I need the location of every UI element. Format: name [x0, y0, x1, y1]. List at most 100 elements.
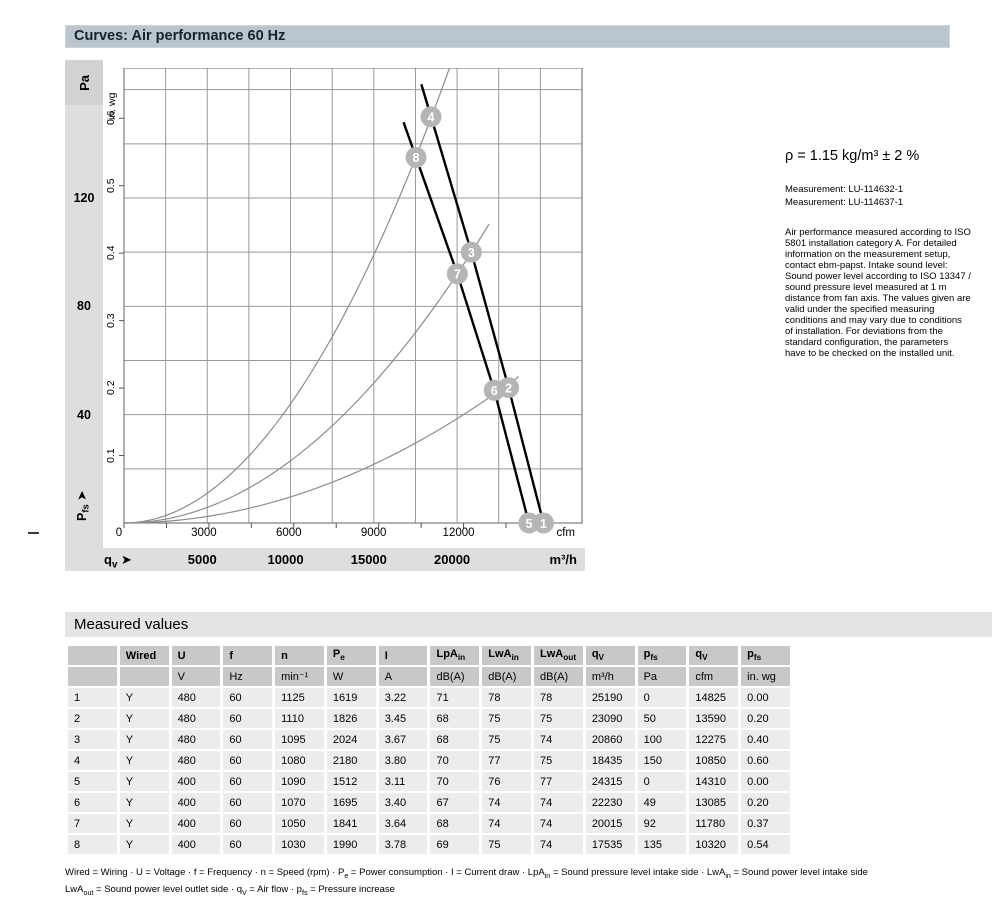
operating-point-number: 4 — [428, 111, 435, 125]
table-row: 4 Y 480 60 1080 2180 3.80 70 77 75 18435 150 10850 0.… — [68, 751, 790, 770]
table-cell: 1070 — [275, 793, 324, 812]
column-header-cell: Wired — [119, 646, 169, 665]
table-cell: 67 — [430, 793, 480, 812]
table-cell: 3.80 — [378, 751, 428, 770]
pressure-axis-label: Pfs ➤ — [75, 490, 91, 521]
table-cell: 69 — [430, 835, 480, 854]
table-cell: 24315 — [585, 772, 635, 791]
table-cell: 400 — [171, 835, 221, 854]
table-cell: 1125 — [275, 688, 324, 707]
table-cell: 68 — [430, 709, 480, 728]
table-cell: 18435 — [585, 751, 635, 770]
table-cell: 1080 — [275, 751, 324, 770]
section-header-text: Curves: Air performance 60 Hz — [74, 28, 286, 44]
plot-area: 8 7 6 5 4 3 2 1 — [119, 68, 583, 534]
operating-point-number: 3 — [468, 246, 475, 260]
table-cell: 23090 — [585, 709, 635, 728]
table-cell: 13085 — [689, 793, 739, 812]
table-cell: 25190 — [585, 688, 635, 707]
operating-point-8 — [405, 146, 427, 168]
pa-tick-label: 120 — [73, 191, 95, 205]
table-cell: 60 — [223, 688, 273, 707]
table-cell: 20860 — [585, 730, 635, 749]
operating-point-number: 5 — [525, 517, 532, 531]
legend-footnotes: Wired = Wiring · U = Voltage · f = Frequ… — [65, 866, 975, 900]
table-cell: 480 — [171, 709, 221, 728]
table-cell: 70 — [430, 751, 480, 770]
table-cell: 0.20 — [741, 709, 790, 728]
column-header-cell: n — [275, 646, 324, 665]
m3h-unit-label: m³/h — [549, 552, 577, 567]
page-margin-mark — [28, 532, 39, 534]
table-row: 8 Y 400 60 1030 1990 3.78 69 75 74 17535 135 10320 0.… — [68, 835, 790, 854]
table-row: 7 Y 400 60 1050 1841 3.64 68 74 74 20015 92 11780 0.3… — [68, 814, 790, 833]
table-cell: 14310 — [689, 772, 739, 791]
table-cell: 480 — [171, 688, 221, 707]
table-cell: 76 — [482, 772, 532, 791]
y-axis-strip — [65, 60, 103, 571]
column-header-cell: f — [223, 646, 273, 665]
table-cell: 77 — [482, 751, 532, 770]
table-cell: 150 — [637, 751, 687, 770]
table-cell: 49 — [637, 793, 687, 812]
table-cell: 2 — [68, 709, 117, 728]
table-cell: 0 — [637, 772, 687, 791]
table-cell: 480 — [171, 730, 221, 749]
table-cell: 2180 — [326, 751, 376, 770]
operating-point-number: 1 — [540, 517, 547, 531]
table-cell: 60 — [223, 709, 273, 728]
table-cell: 0.00 — [741, 688, 790, 707]
table-cell: 12275 — [689, 730, 739, 749]
pa-tick-label: 80 — [77, 299, 91, 314]
unit-header-cell: cfm — [689, 667, 739, 686]
operating-point-2 — [498, 377, 520, 399]
cfm-tick-label: 6000 — [275, 527, 302, 539]
table-cell: 92 — [637, 814, 687, 833]
table-cell: 0.00 — [741, 772, 790, 791]
table-row: 5 Y 400 60 1090 1512 3.11 70 76 77 24315 0 14310 0.00 — [68, 772, 790, 791]
operating-point-number: 6 — [491, 384, 498, 398]
cfm-tick-label: 3000 — [191, 527, 217, 539]
table-cell: 11780 — [689, 814, 739, 833]
table-cell: Y — [119, 814, 169, 833]
table-cell: 17535 — [585, 835, 635, 854]
table-cell: Y — [119, 793, 169, 812]
table-cell: 74 — [534, 730, 583, 749]
column-header-cell: LwAin — [482, 646, 532, 665]
unit-header-cell: A — [378, 667, 428, 686]
fan-curve-480v — [420, 83, 545, 524]
column-header-cell: I — [378, 646, 428, 665]
m3h-tick-label: 5000 — [187, 552, 217, 567]
table-cell: 75 — [534, 709, 583, 728]
table-cell: Y — [119, 730, 169, 749]
footnote-line-2: LwAout = Sound power level outlet side ·… — [65, 883, 395, 897]
table-cell: 135 — [637, 835, 687, 854]
table-cell: 3 — [68, 730, 117, 749]
table-cell: 13590 — [689, 709, 739, 728]
operating-point-3 — [460, 241, 482, 263]
table-cell: 10320 — [689, 835, 739, 854]
table-cell: 1 — [68, 688, 117, 707]
table-cell: 4 — [68, 751, 117, 770]
table-cell: 74 — [534, 793, 583, 812]
unit-header-cell: V — [171, 667, 221, 686]
air-flow-axis-label: qv ➤ — [104, 552, 132, 571]
table-cell: 1110 — [275, 709, 324, 728]
unit-header-cell: dB(A) — [482, 667, 532, 686]
table-cell: Y — [119, 751, 169, 770]
measurement-ref-2: Measurement: LU-114637-1 — [785, 196, 904, 208]
table-cell: 70 — [430, 772, 480, 791]
column-header-cell: pfs — [637, 646, 687, 665]
table-cell: 3.67 — [378, 730, 428, 749]
table-cell: 74 — [482, 814, 532, 833]
footnote-line-1: Wired = Wiring · U = Voltage · f = Frequ… — [65, 867, 868, 880]
table-cell: 78 — [534, 688, 583, 707]
table-cell: 1050 — [275, 814, 324, 833]
table-cell: Y — [119, 709, 169, 728]
table-cell: 75 — [482, 730, 532, 749]
table-cell: 60 — [223, 835, 273, 854]
cfm-tick-label: 0 — [115, 527, 123, 539]
